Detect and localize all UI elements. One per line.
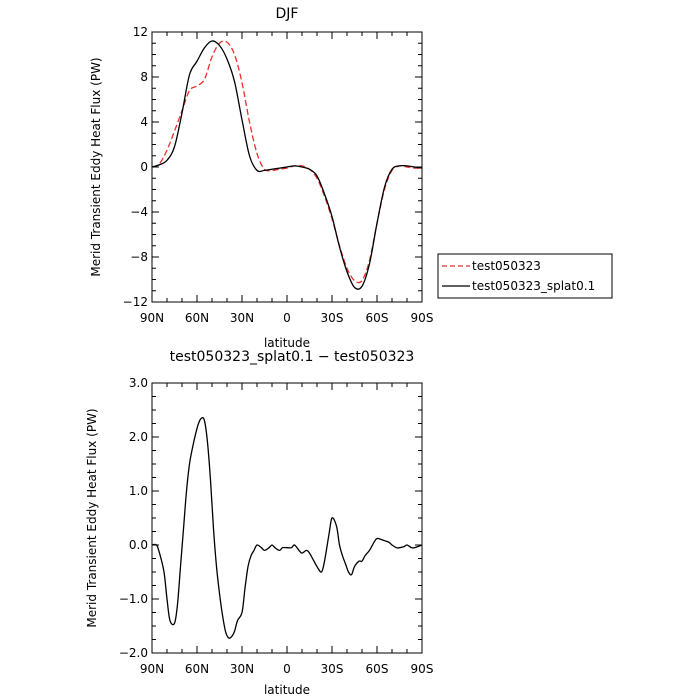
y-tick-label: 0.0 (129, 538, 148, 552)
bottom-plot-frame (151, 382, 423, 654)
bottom-y-axis-label: Merid Transient Eddy Heat Flux (PW) (85, 408, 99, 627)
y-tick-label: 12 (133, 25, 148, 39)
y-tick-label: 8 (140, 70, 148, 84)
x-tick-label: 30N (230, 662, 254, 676)
p2-series-line-0 (151, 417, 423, 639)
bottom-chart-title: test050323_splat0.1 − test050323 (170, 349, 415, 365)
y-tick-label: 1.0 (129, 484, 148, 498)
x-tick-label: 90S (411, 662, 434, 676)
top-x-axis-label: latitude (264, 336, 310, 350)
x-tick-label: 60N (185, 311, 209, 325)
y-tick-label: −4 (130, 205, 148, 219)
legend-label-test050323: test050323 (472, 259, 541, 273)
bottom-panel: test050323_splat0.1 − test050323 Merid T… (85, 349, 433, 697)
x-tick-label: 30S (321, 311, 344, 325)
x-tick-label: 60N (185, 662, 209, 676)
y-tick-label: 2.0 (129, 430, 148, 444)
x-tick-label: 60S (366, 311, 389, 325)
y-tick-label: 3.0 (129, 376, 148, 390)
legend: test050323 test050323_splat0.1 (437, 253, 613, 299)
x-tick-label: 30S (321, 662, 344, 676)
legend-label-test050323-splat: test050323_splat0.1 (472, 279, 595, 293)
x-tick-label: 60S (366, 662, 389, 676)
y-tick-label: −8 (130, 250, 148, 264)
y-tick-label: −1.0 (119, 592, 148, 606)
bottom-x-axis-label: latitude (264, 683, 310, 697)
x-tick-label: 90S (411, 311, 434, 325)
top-chart-title: DJF (276, 6, 299, 22)
y-tick-label: 4 (140, 115, 148, 129)
x-tick-label: 90N (140, 311, 164, 325)
x-tick-label: 90N (140, 662, 164, 676)
x-tick-label: 0 (283, 311, 291, 325)
legend-box (437, 253, 613, 299)
x-tick-label: 30N (230, 311, 254, 325)
p1-series-line-0 (151, 40, 423, 284)
y-tick-label: −2.0 (119, 646, 148, 660)
x-tick-label: 0 (283, 662, 291, 676)
top-y-axis-label: Merid Transient Eddy Heat Flux (PW) (89, 57, 103, 276)
y-tick-label: −12 (123, 295, 148, 309)
y-tick-label: 0 (140, 160, 148, 174)
p1-series-line-1 (151, 40, 423, 290)
top-panel: DJF Merid Transient Eddy Heat Flux (PW) … (89, 6, 433, 350)
